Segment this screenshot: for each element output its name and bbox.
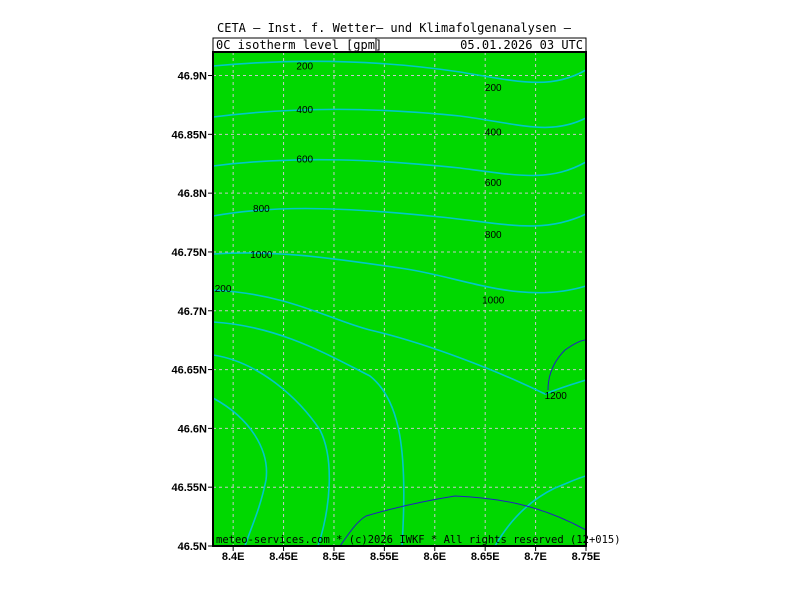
map-plot-area: 200 200 400 400 600 600 800 800 1000 1000 200 1200 xyxy=(212,51,587,547)
contour-line-600 xyxy=(212,158,587,177)
contour-label: 400 xyxy=(296,105,313,116)
map-grid xyxy=(213,52,586,546)
field-name: 0C_isotherm_level_[gpm] xyxy=(216,38,382,52)
lon-tick-label: 8.4E xyxy=(222,551,245,563)
contour-line-1000f xyxy=(494,475,587,547)
contour-line-1000d xyxy=(212,354,331,547)
contour-label: 1200 xyxy=(545,391,568,402)
contour-label: 600 xyxy=(485,178,502,189)
contour-label: 1000 xyxy=(482,296,505,307)
contour-line-1200b xyxy=(339,495,587,547)
contour-line-1000e xyxy=(212,397,268,547)
lat-tick-label: 46.6N xyxy=(178,423,207,435)
lat-tick-label: 46.85N xyxy=(172,129,208,141)
contour-labels: 200 200 400 400 600 600 800 800 1000 1000 200 1200 xyxy=(215,62,568,402)
contour-line-200 xyxy=(212,60,587,84)
lon-tick-label: 8.65E xyxy=(471,551,500,563)
lat-tick-label: 46.7N xyxy=(178,306,207,318)
contour-line-400 xyxy=(212,108,587,129)
lat-tick-label: 46.8N xyxy=(178,188,207,200)
map-border xyxy=(212,51,587,547)
contour-label: 800 xyxy=(485,230,502,241)
credit-line: meteo-services.com * (c)2026 IWKF * All … xyxy=(216,534,621,546)
lat-tick-label: 46.65N xyxy=(172,365,208,377)
lat-tick-label: 46.9N xyxy=(178,71,207,83)
latitude-axis: 46.9N 46.85N 46.8N 46.75N 46.7N 46.65N 46.6N 46… xyxy=(172,71,213,553)
contour-line-1000c xyxy=(212,321,405,547)
contour-label: 200 xyxy=(215,284,232,295)
lat-tick-label: 46.75N xyxy=(172,247,208,259)
contour-label: 800 xyxy=(253,204,270,215)
lon-tick-label: 8.5E xyxy=(323,551,346,563)
contour-label: 400 xyxy=(485,127,502,138)
lon-tick-label: 8.45E xyxy=(269,551,298,563)
contour-line-1000b xyxy=(212,289,587,395)
contour-line-1000 xyxy=(212,252,587,294)
contour-1200-lines xyxy=(339,339,587,547)
lon-tick-label: 8.7E xyxy=(524,551,547,563)
contour-line-800 xyxy=(212,207,587,227)
contour-label: 1000 xyxy=(250,250,273,261)
lon-tick-label: 8.55E xyxy=(370,551,399,563)
lat-tick-label: 46.5N xyxy=(178,541,207,553)
contour-line-1200 xyxy=(547,339,587,391)
longitude-axis: 8.4E 8.45E 8.5E 8.55E 8.6E 8.65E 8.7E 8.75E xyxy=(222,546,601,563)
contour-label: 600 xyxy=(296,155,313,166)
isotherm-contours xyxy=(212,60,587,547)
contour-label: 200 xyxy=(485,83,502,94)
lon-tick-label: 8.75E xyxy=(572,551,601,563)
lat-tick-label: 46.55N xyxy=(172,482,208,494)
map-title: CETA — Inst. f. Wetter— und Klimafolgena… xyxy=(217,21,572,35)
lon-tick-label: 8.6E xyxy=(423,551,446,563)
contour-label: 200 xyxy=(296,62,313,73)
valid-datetime: 05.01.2026 03 UTC xyxy=(460,38,583,52)
